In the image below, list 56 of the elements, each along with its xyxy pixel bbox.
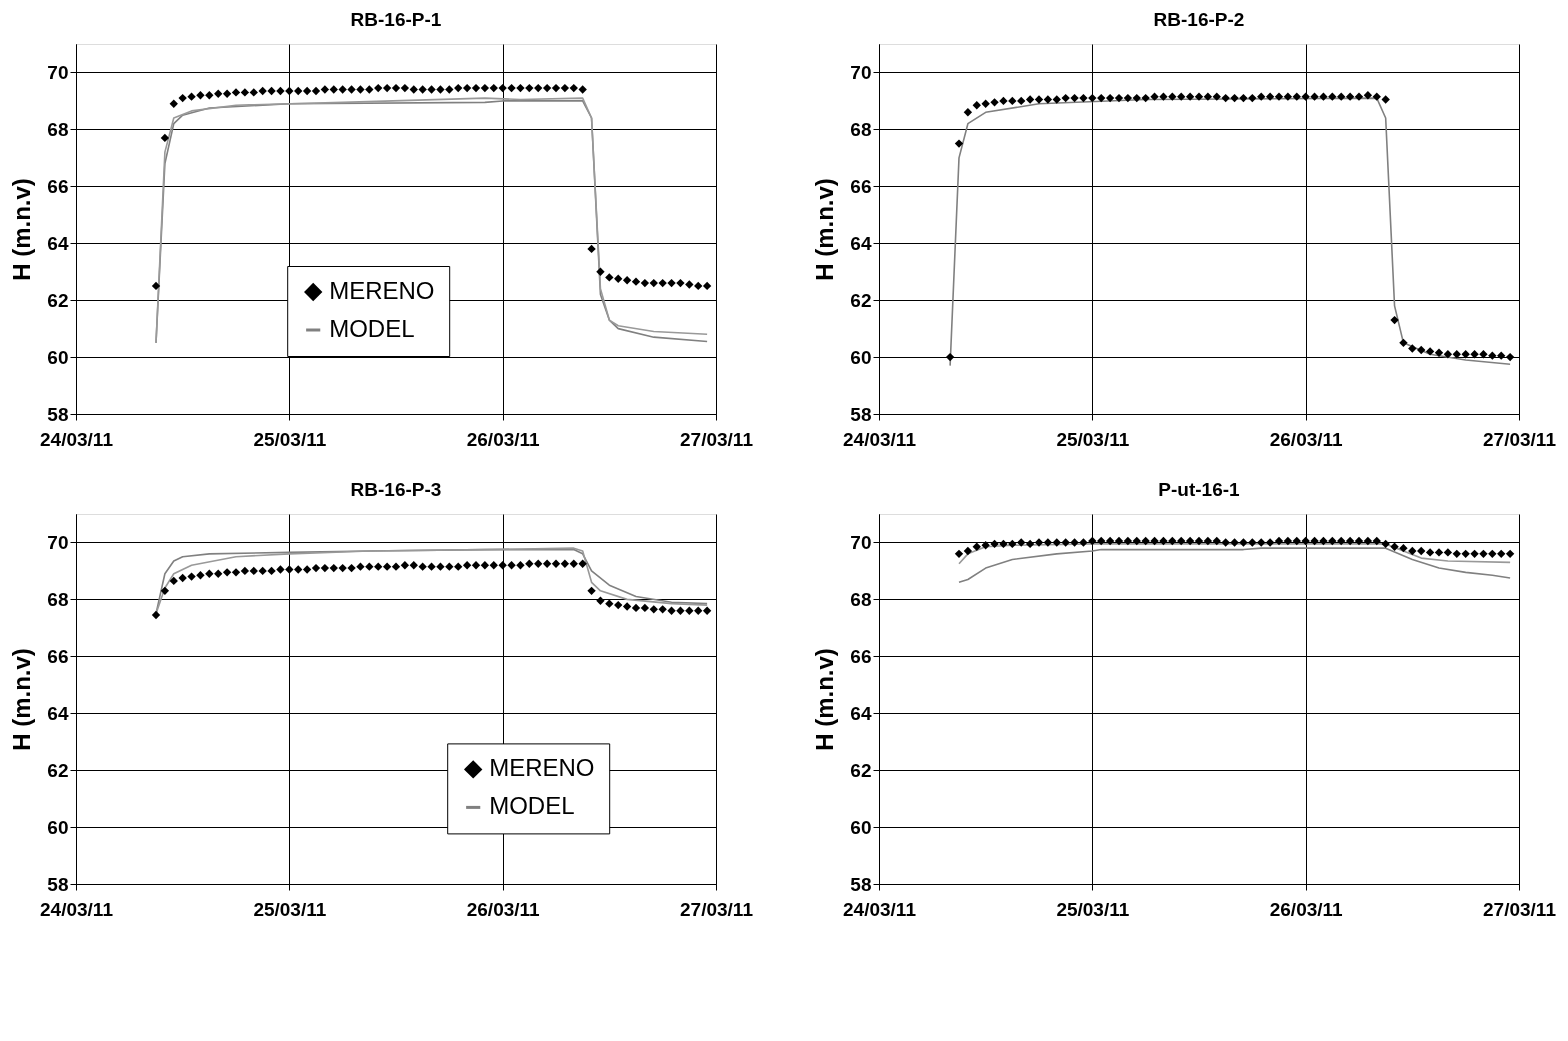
legend-label: MERENO [329, 277, 435, 304]
y-tick-label: 68 [47, 118, 69, 140]
x-tick-label: 24/03/11 [843, 428, 917, 450]
legend-label: MODEL [489, 792, 575, 820]
chart-title: RB-16-P-3 [350, 479, 442, 500]
y-tick-label: 66 [850, 645, 872, 667]
x-tick-label: 27/03/11 [1483, 428, 1557, 450]
y-tick-label: 64 [850, 702, 872, 724]
y-tick-label: 64 [47, 702, 69, 724]
y-tick-label: 62 [47, 759, 69, 781]
y-axis-title: H (m.n.v) [811, 178, 839, 281]
y-axis-title: H (m.n.v) [8, 178, 36, 281]
y-tick-label: 60 [850, 816, 872, 838]
y-tick-label: 62 [47, 289, 69, 311]
y-tick-label: 66 [850, 175, 872, 197]
y-tick-label: 62 [850, 289, 872, 311]
y-tick-label: 64 [850, 232, 872, 254]
x-tick-label: 26/03/11 [1269, 428, 1344, 450]
x-tick-label: 24/03/11 [843, 898, 917, 920]
x-tick-label: 24/03/11 [40, 428, 114, 450]
x-tick-label: 25/03/11 [253, 428, 327, 450]
y-tick-label: 70 [850, 531, 872, 553]
legend-label: MODEL [329, 315, 415, 342]
y-tick-label: 60 [850, 346, 872, 368]
x-tick-label: 27/03/11 [1483, 898, 1557, 920]
y-tick-label: 66 [47, 175, 69, 197]
x-tick-label: 27/03/11 [680, 428, 754, 450]
x-tick-label: 25/03/11 [253, 898, 327, 920]
y-tick-label: 70 [47, 61, 69, 83]
y-tick-label: 70 [47, 531, 69, 553]
y-tick-label: 60 [47, 346, 69, 368]
y-tick-label: 58 [47, 873, 69, 895]
y-tick-label: 62 [850, 759, 872, 781]
x-tick-label: 26/03/11 [1269, 898, 1344, 920]
y-tick-label: 70 [850, 61, 872, 83]
legend-label: MERENO [489, 754, 595, 782]
x-tick-label: 27/03/11 [680, 898, 754, 920]
y-tick-label: 58 [47, 403, 69, 425]
x-tick-label: 26/03/11 [466, 428, 541, 450]
y-tick-label: 68 [47, 588, 69, 610]
chart-title: P-ut-16-1 [1158, 479, 1241, 500]
y-tick-label: 64 [47, 232, 69, 254]
x-tick-label: 25/03/11 [1056, 428, 1130, 450]
y-tick-label: 58 [850, 403, 872, 425]
y-tick-label: 60 [47, 816, 69, 838]
y-axis-title: H (m.n.v) [811, 648, 839, 751]
x-tick-label: 25/03/11 [1056, 898, 1130, 920]
y-tick-label: 58 [850, 873, 872, 895]
x-tick-label: 24/03/11 [40, 898, 114, 920]
y-tick-label: 68 [850, 118, 872, 140]
chart-title: RB-16-P-1 [350, 9, 442, 30]
y-axis-title: H (m.n.v) [8, 648, 36, 751]
y-tick-label: 68 [850, 588, 872, 610]
x-tick-label: 26/03/11 [466, 898, 541, 920]
y-tick-label: 66 [47, 645, 69, 667]
chart-title: RB-16-P-2 [1153, 9, 1245, 30]
